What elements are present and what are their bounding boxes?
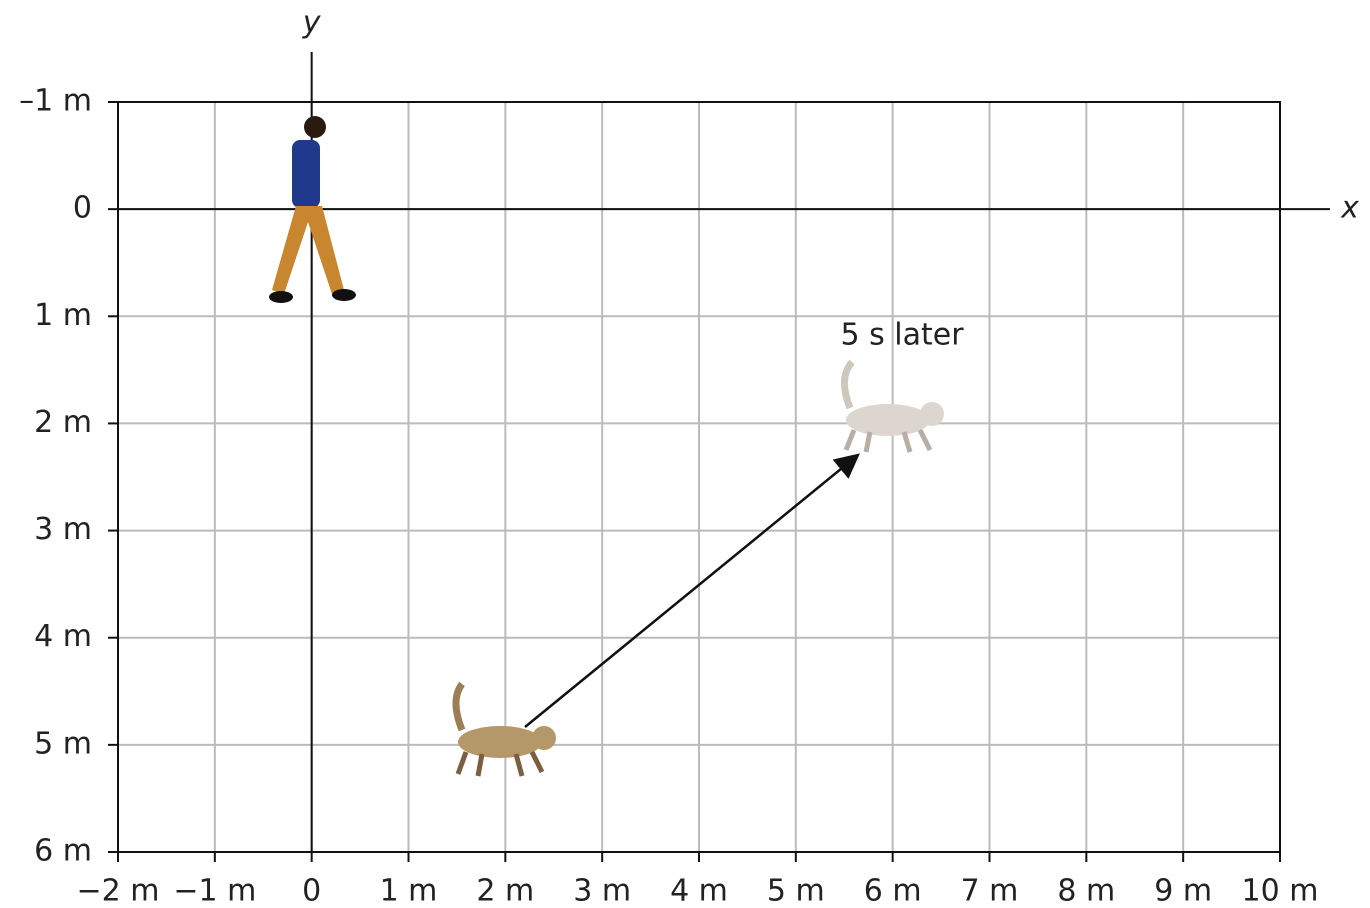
person-illustration <box>269 116 356 303</box>
y-tick-label: 1 m <box>34 298 92 333</box>
x-axis-label: x <box>1340 191 1359 226</box>
x-tick-label: 5 m <box>767 874 825 908</box>
cat-later <box>841 359 944 453</box>
y-tick-label: 3 m <box>34 512 92 547</box>
grid <box>117 52 1330 853</box>
x-tick-label: 7 m <box>961 874 1019 908</box>
displacement-arrow <box>524 453 860 728</box>
x-tick-label: 0 <box>302 874 321 908</box>
annotation: 5 s later <box>840 318 964 353</box>
x-tick-label: 3 m <box>573 874 631 908</box>
x-tick-label: 4 m <box>670 874 728 908</box>
y-tick-label: 2 m <box>34 405 92 440</box>
x-tick-label: −1 m <box>173 874 256 908</box>
y-tick-label: 0 <box>73 191 92 226</box>
y-tick-label: 4 m <box>34 619 92 654</box>
y-tick-label: –1 m <box>19 84 92 119</box>
x-tick-label: 8 m <box>1057 874 1115 908</box>
y-axis-label: y <box>302 6 322 41</box>
x-tick-label: 6 m <box>864 874 922 908</box>
x-tick-label: 9 m <box>1154 874 1212 908</box>
x-tick-label: 10 m <box>1242 874 1319 908</box>
x-tick-label: 2 m <box>476 874 534 908</box>
x-tick-label: −2 m <box>77 874 160 908</box>
cat-start <box>452 681 556 777</box>
x-tick-label: 1 m <box>380 874 438 908</box>
y-tick-label: 6 m <box>34 834 92 869</box>
y-tick-label: 5 m <box>34 726 92 761</box>
